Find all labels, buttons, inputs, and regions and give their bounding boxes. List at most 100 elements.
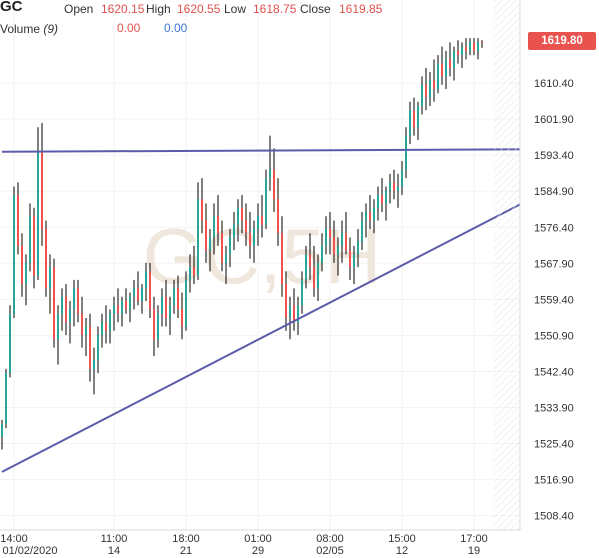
- symbol-label[interactable]: GC: [0, 0, 23, 15]
- candle-body: [133, 288, 135, 297]
- candle-body: [41, 152, 43, 229]
- price-tick-label: 1525.40: [534, 439, 574, 451]
- candle-body: [101, 322, 103, 335]
- volume-value-2: 0.00: [164, 21, 188, 35]
- candle-body: [253, 228, 255, 246]
- candle-body: [401, 169, 403, 187]
- candle-body: [297, 305, 299, 323]
- volume-label: Volume (9): [0, 22, 59, 36]
- date-tick-label: 02/05: [316, 545, 344, 557]
- trendlines[interactable]: [1, 148, 531, 473]
- candle-body: [73, 288, 75, 310]
- candle-body: [205, 220, 207, 251]
- price-tick-label: 1533.90: [534, 402, 574, 414]
- candle-body: [193, 267, 195, 276]
- low-label: Low: [224, 2, 247, 16]
- candle-body: [437, 63, 439, 90]
- candle-body: [409, 110, 411, 136]
- candle-body: [125, 301, 127, 310]
- candle-body: [389, 182, 391, 191]
- date-tick-label: 14: [108, 545, 120, 557]
- candle-body: [173, 288, 175, 306]
- candle-body: [85, 326, 87, 335]
- low-value: 1618.75: [253, 2, 297, 16]
- price-tick-label: 1584.90: [534, 186, 574, 198]
- candle-body: [265, 178, 267, 225]
- candle-body: [165, 296, 167, 318]
- candle-body: [281, 233, 283, 285]
- time-tick-label: 18:00: [172, 533, 200, 545]
- candle-body: [145, 271, 147, 289]
- candle-body: [137, 288, 139, 302]
- candle-body: [273, 169, 275, 200]
- open-value: 1620.15: [101, 2, 145, 16]
- price-axis-labels: 1508.40 1516.90 1525.40 1533.90 1542.40 1550.…: [534, 78, 574, 522]
- trendline-resistance[interactable]: [1, 148, 531, 153]
- candle-body: [1, 424, 3, 437]
- candle-body: [361, 220, 363, 242]
- candle-body: [417, 106, 419, 128]
- high-label: High: [146, 2, 171, 16]
- candle-body: [209, 237, 211, 251]
- candle-body: [13, 195, 15, 314]
- candle-body: [189, 267, 191, 280]
- candle-body: [449, 59, 451, 68]
- time-axis[interactable]: [0, 530, 520, 558]
- candle-body: [365, 212, 367, 221]
- date-tick-label: 12: [396, 545, 408, 557]
- candle-body: [149, 271, 151, 310]
- candle-body: [293, 305, 295, 323]
- candle-body: [109, 313, 111, 331]
- candle-body: [341, 233, 343, 246]
- candle-body: [33, 216, 35, 276]
- candle-body: [433, 80, 435, 90]
- date-tick-label: 01/02/2020: [2, 545, 57, 557]
- candle-body: [89, 326, 91, 369]
- candle-body: [301, 279, 303, 306]
- candle-body: [373, 207, 375, 221]
- candle-body: [25, 262, 27, 285]
- candle-body: [105, 322, 107, 331]
- candle-body: [317, 262, 319, 289]
- candle-body: [161, 296, 163, 314]
- candle-body: [245, 220, 247, 234]
- time-tick-label: 11:00: [101, 533, 128, 545]
- candle-body: [117, 305, 119, 314]
- candle-body: [405, 135, 407, 170]
- candle-body: [201, 199, 203, 221]
- future-hatch: [494, 0, 520, 530]
- time-tick-label: 17:00: [460, 533, 488, 545]
- candle-body: [21, 245, 23, 285]
- price-tick-label: 1516.90: [534, 475, 574, 487]
- candle-body: [5, 373, 7, 424]
- price-tick-label: 1601.90: [534, 114, 574, 126]
- candle-body: [425, 84, 427, 98]
- ohlc-legend: GC Open 1620.15 High 1620.55 Low 1618.75…: [0, 0, 530, 40]
- candle-body: [141, 288, 143, 302]
- candle-body: [457, 50, 459, 56]
- candles-group: [1, 38, 483, 450]
- candle-body: [49, 267, 51, 289]
- price-axis[interactable]: [520, 0, 599, 530]
- candle-body: [81, 313, 83, 335]
- candle-body: [313, 267, 315, 289]
- time-tick-label: 01:00: [244, 533, 272, 545]
- current-price-tag: 1619.80: [528, 32, 596, 50]
- candle-body: [461, 46, 463, 56]
- candle-body: [357, 241, 359, 255]
- candle-body: [53, 267, 55, 340]
- candle-body: [445, 59, 447, 77]
- candle-body: [441, 63, 443, 77]
- candle-body: [477, 42, 479, 51]
- candle-body: [185, 279, 187, 327]
- date-tick-label: 21: [180, 545, 192, 557]
- candle-body: [77, 288, 79, 314]
- candle-body: [177, 288, 179, 310]
- candle-body: [217, 216, 219, 234]
- candle-body: [17, 195, 19, 246]
- candle-body: [93, 360, 95, 369]
- candle-body: [465, 46, 467, 51]
- candle-body: [197, 199, 199, 276]
- trendline-support[interactable]: [1, 198, 531, 473]
